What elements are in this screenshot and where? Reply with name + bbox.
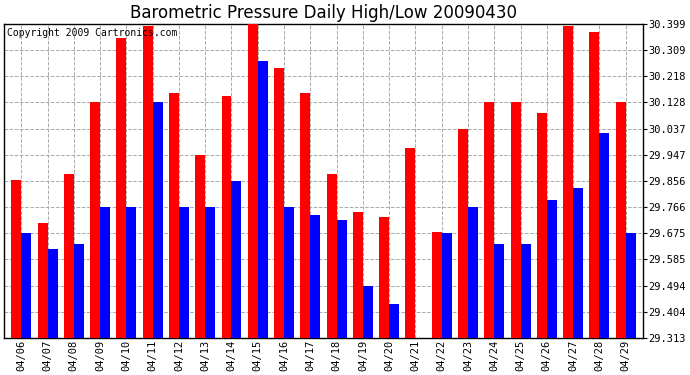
Bar [274, 68, 284, 338]
Bar [11, 180, 21, 338]
Bar [300, 93, 310, 338]
Bar [389, 304, 399, 338]
Bar [117, 38, 126, 338]
Bar [152, 102, 163, 338]
Text: Copyright 2009 Cartronics.com: Copyright 2009 Cartronics.com [8, 28, 178, 39]
Bar [21, 233, 31, 338]
Bar [537, 113, 547, 338]
Bar [615, 102, 626, 338]
Bar [48, 249, 57, 338]
Bar [442, 233, 452, 338]
Bar [310, 214, 320, 338]
Bar [90, 102, 100, 338]
Bar [589, 32, 600, 338]
Bar [563, 26, 573, 338]
Bar [353, 211, 363, 338]
Bar [248, 24, 258, 338]
Bar [326, 174, 337, 338]
Bar [221, 96, 231, 338]
Bar [458, 129, 468, 338]
Bar [205, 207, 215, 338]
Bar [37, 223, 48, 338]
Bar [74, 243, 83, 338]
Bar [547, 200, 557, 338]
Bar [573, 189, 583, 338]
Bar [511, 102, 520, 338]
Bar [258, 61, 268, 338]
Bar [600, 134, 609, 338]
Bar [179, 207, 189, 338]
Bar [284, 207, 294, 338]
Bar [406, 148, 415, 338]
Bar [468, 207, 478, 338]
Bar [432, 232, 442, 338]
Bar [231, 181, 241, 338]
Bar [100, 207, 110, 338]
Bar [126, 207, 137, 338]
Bar [337, 220, 346, 338]
Bar [494, 243, 504, 338]
Bar [626, 233, 635, 338]
Bar [484, 102, 494, 338]
Bar [169, 93, 179, 338]
Bar [63, 174, 74, 338]
Bar [520, 243, 531, 338]
Bar [380, 217, 389, 338]
Title: Barometric Pressure Daily High/Low 20090430: Barometric Pressure Daily High/Low 20090… [130, 4, 517, 22]
Bar [363, 286, 373, 338]
Bar [195, 154, 205, 338]
Bar [143, 26, 152, 338]
